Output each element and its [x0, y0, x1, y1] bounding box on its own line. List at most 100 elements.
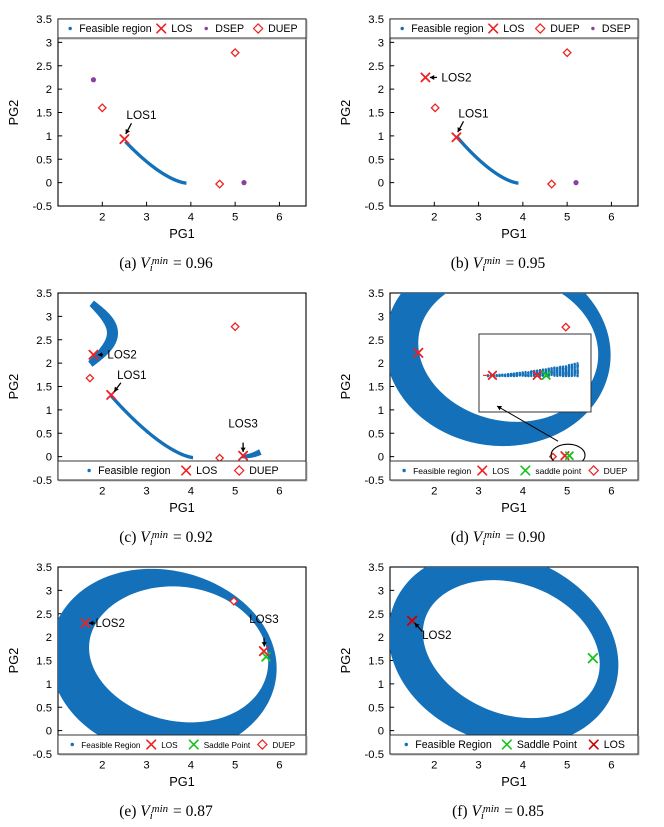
svg-text:3: 3	[378, 311, 384, 323]
svg-text:(f) Vimin= 0.85: (f) Vimin= 0.85	[452, 803, 544, 822]
svg-text:PG1: PG1	[501, 500, 527, 515]
svg-text:3: 3	[475, 760, 481, 772]
svg-text:LOS: LOS	[492, 466, 509, 476]
svg-text:6: 6	[276, 212, 282, 224]
svg-text:0: 0	[46, 726, 52, 738]
svg-text:1: 1	[46, 405, 52, 417]
svg-text:1: 1	[378, 405, 384, 417]
svg-text:6: 6	[276, 760, 282, 772]
svg-text:2.5: 2.5	[36, 335, 52, 347]
svg-text:LOS2: LOS2	[441, 70, 471, 84]
svg-text:0.5: 0.5	[36, 154, 52, 166]
svg-text:2: 2	[378, 358, 384, 370]
svg-text:5: 5	[232, 486, 238, 498]
svg-text:Saddle Point: Saddle Point	[204, 741, 251, 750]
svg-text:LOS2: LOS2	[107, 350, 136, 362]
svg-text:3: 3	[378, 37, 384, 49]
svg-text:3: 3	[143, 212, 149, 224]
svg-text:LOS: LOS	[604, 739, 625, 751]
svg-text:3: 3	[46, 585, 52, 597]
svg-text:2.5: 2.5	[36, 609, 52, 621]
svg-text:Feasible region: Feasible region	[98, 465, 171, 477]
svg-text:(b) Vimin= 0.95: (b) Vimin= 0.95	[451, 255, 546, 274]
svg-text:4: 4	[188, 486, 194, 498]
svg-text:1.5: 1.5	[36, 382, 52, 394]
svg-text:2: 2	[378, 632, 384, 644]
svg-text:2: 2	[431, 212, 437, 224]
svg-text:3.5: 3.5	[36, 562, 52, 574]
svg-text:5: 5	[232, 760, 238, 772]
svg-text:3.5: 3.5	[36, 288, 52, 300]
svg-text:0.5: 0.5	[36, 702, 52, 714]
svg-text:6: 6	[276, 486, 282, 498]
svg-text:2: 2	[46, 358, 52, 370]
svg-text:4: 4	[520, 760, 526, 772]
svg-text:5: 5	[564, 212, 570, 224]
svg-text:(c) Vimin= 0.92: (c) Vimin= 0.92	[119, 529, 213, 548]
svg-text:4: 4	[520, 212, 526, 224]
svg-text:-0.5: -0.5	[365, 201, 384, 213]
svg-text:0: 0	[46, 178, 52, 190]
svg-text:0.5: 0.5	[368, 154, 384, 166]
svg-text:5: 5	[232, 212, 238, 224]
svg-text:2: 2	[99, 212, 105, 224]
svg-text:2: 2	[378, 84, 384, 96]
svg-text:Feasible Region: Feasible Region	[81, 741, 141, 750]
svg-text:DUEP: DUEP	[550, 23, 579, 35]
svg-text:PG2: PG2	[6, 100, 21, 126]
svg-text:DUEP: DUEP	[272, 741, 295, 750]
svg-text:LOS: LOS	[161, 741, 178, 750]
svg-text:1.5: 1.5	[36, 108, 52, 120]
svg-text:0: 0	[46, 452, 52, 464]
svg-text:LOS2: LOS2	[95, 618, 124, 630]
svg-text:-0.5: -0.5	[365, 475, 384, 487]
svg-text:2.5: 2.5	[36, 61, 52, 73]
svg-text:1.5: 1.5	[368, 108, 384, 120]
svg-text:0.5: 0.5	[368, 702, 384, 714]
svg-text:3.5: 3.5	[368, 14, 384, 26]
svg-text:6: 6	[608, 486, 614, 498]
svg-text:3: 3	[378, 585, 384, 597]
svg-text:0.5: 0.5	[368, 428, 384, 440]
svg-text:LOS2: LOS2	[422, 630, 451, 642]
svg-text:PG2: PG2	[338, 648, 353, 674]
svg-text:1.5: 1.5	[36, 656, 52, 668]
svg-text:1: 1	[378, 131, 384, 143]
svg-text:2: 2	[99, 760, 105, 772]
svg-text:6: 6	[608, 212, 614, 224]
svg-text:3.5: 3.5	[36, 14, 52, 26]
svg-text:2: 2	[46, 84, 52, 96]
svg-text:-0.5: -0.5	[33, 749, 52, 761]
svg-text:Feasible region: Feasible region	[411, 23, 484, 35]
svg-text:0: 0	[378, 726, 384, 738]
svg-text:PG2: PG2	[338, 100, 353, 126]
svg-text:PG2: PG2	[6, 374, 21, 400]
svg-text:2: 2	[99, 486, 105, 498]
svg-text:3.5: 3.5	[368, 288, 384, 300]
svg-text:4: 4	[520, 486, 526, 498]
svg-text:1: 1	[378, 679, 384, 691]
svg-text:1.5: 1.5	[368, 656, 384, 668]
svg-text:Feasible region: Feasible region	[79, 23, 152, 35]
svg-text:PG1: PG1	[169, 500, 195, 515]
svg-text:LOS3: LOS3	[228, 419, 257, 431]
svg-text:(a) Vimin= 0.96: (a) Vimin= 0.96	[119, 255, 213, 274]
svg-text:3: 3	[46, 311, 52, 323]
svg-text:LOS: LOS	[196, 465, 217, 477]
svg-text:4: 4	[188, 212, 194, 224]
svg-text:2: 2	[431, 760, 437, 772]
svg-text:Saddle Point: Saddle Point	[517, 739, 577, 751]
svg-text:PG1: PG1	[169, 774, 195, 789]
svg-text:DUEP: DUEP	[249, 465, 278, 477]
svg-text:5: 5	[564, 486, 570, 498]
svg-text:2.5: 2.5	[368, 61, 384, 73]
svg-text:DSEP: DSEP	[602, 23, 631, 35]
svg-text:0.5: 0.5	[36, 428, 52, 440]
svg-text:(e) Vimin= 0.87: (e) Vimin= 0.87	[119, 803, 213, 822]
svg-text:PG2: PG2	[338, 374, 353, 400]
svg-text:3: 3	[143, 760, 149, 772]
svg-text:0: 0	[378, 178, 384, 190]
svg-text:LOS1: LOS1	[117, 370, 146, 382]
svg-text:PG2: PG2	[6, 648, 21, 674]
svg-text:PG1: PG1	[169, 226, 195, 241]
